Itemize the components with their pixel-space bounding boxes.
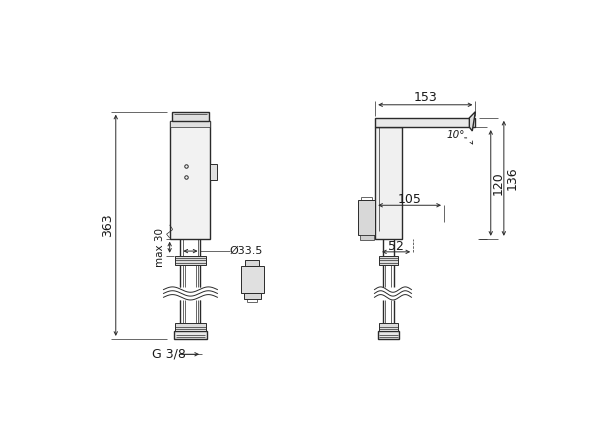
Text: G 3/8: G 3/8 bbox=[152, 348, 186, 361]
Polygon shape bbox=[469, 112, 475, 131]
Bar bbox=[375, 118, 475, 127]
Bar bbox=[211, 165, 217, 180]
Bar bbox=[377, 331, 399, 339]
Bar bbox=[360, 235, 374, 240]
Bar bbox=[175, 256, 206, 265]
Bar bbox=[379, 324, 398, 331]
Text: 105: 105 bbox=[398, 193, 422, 206]
Bar bbox=[379, 256, 398, 265]
Text: 10°: 10° bbox=[446, 130, 464, 140]
Bar bbox=[375, 127, 402, 239]
Bar bbox=[244, 293, 260, 299]
Text: 120: 120 bbox=[492, 171, 505, 195]
Text: 153: 153 bbox=[413, 91, 437, 103]
Bar bbox=[170, 121, 211, 127]
Text: 52: 52 bbox=[388, 240, 404, 253]
Bar bbox=[172, 112, 209, 121]
Bar bbox=[170, 121, 211, 239]
Bar bbox=[358, 200, 375, 235]
Text: Ø33.5: Ø33.5 bbox=[230, 246, 263, 256]
Text: 363: 363 bbox=[101, 213, 115, 237]
Bar bbox=[245, 259, 259, 266]
Bar bbox=[175, 324, 206, 331]
Bar bbox=[241, 266, 263, 293]
Bar bbox=[173, 331, 208, 339]
Text: max 30: max 30 bbox=[155, 228, 164, 267]
Text: 136: 136 bbox=[506, 167, 519, 190]
